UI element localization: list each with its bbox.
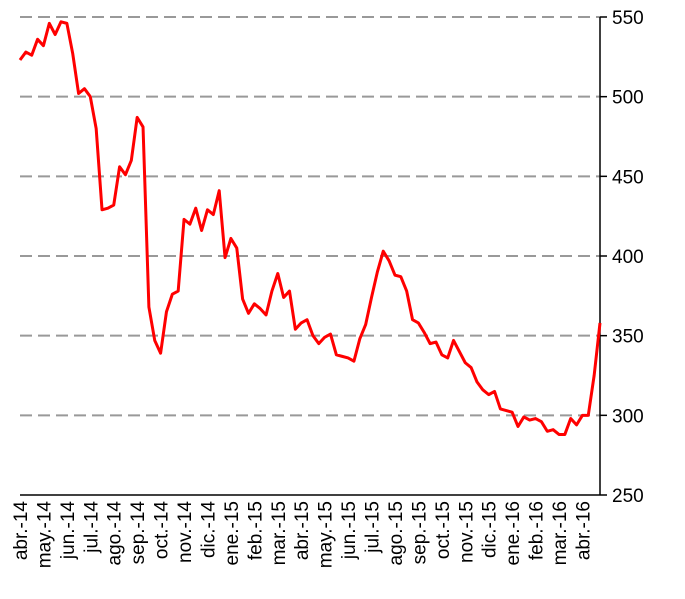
x-tick-label: abr.-14 [11, 501, 32, 561]
x-tick-label: may.-15 [316, 501, 337, 568]
x-tick-label: jun.-15 [339, 501, 360, 560]
x-tick-label: nov.-15 [456, 501, 477, 563]
x-tick-label: ene.-16 [503, 501, 524, 565]
x-tick-label: feb.-15 [245, 501, 266, 560]
x-tick-label: oct.-15 [433, 501, 454, 559]
x-tick-label: ago.-14 [105, 501, 126, 566]
x-tick-label: dic.-14 [198, 501, 219, 558]
y-tick-label: 450 [612, 167, 644, 188]
x-tick-label: feb.-16 [527, 501, 548, 560]
y-tick-label: 300 [612, 406, 644, 427]
x-tick-label: jul.-14 [81, 501, 102, 554]
x-tick-label: dic.-15 [480, 501, 501, 558]
x-tick-label: abr.-16 [573, 501, 594, 560]
x-tick-label: oct.-14 [152, 501, 173, 560]
x-tick-label: nov.-14 [175, 501, 196, 563]
y-tick-label: 400 [612, 247, 644, 268]
x-tick-label: mar.-15 [269, 501, 290, 565]
line-series [18, 20, 602, 436]
x-tick-label: ago.-15 [386, 501, 407, 565]
x-tick-label: ene.-15 [222, 501, 243, 565]
x-tick-label: abr.-15 [292, 501, 313, 560]
y-tick-label: 350 [612, 327, 644, 348]
y-tick-label: 250 [612, 486, 644, 507]
x-tick-label: sep.-15 [409, 501, 430, 564]
y-tick-label: 500 [612, 88, 644, 109]
x-tick-label: may.-14 [34, 501, 55, 569]
x-tick-label: mar.-16 [550, 501, 571, 565]
x-tick-label: jul.-15 [363, 501, 384, 554]
y-tick-label: 550 [612, 8, 644, 29]
x-tick-label: jun.-14 [58, 501, 79, 561]
x-tick-label: sep.-14 [128, 501, 149, 565]
